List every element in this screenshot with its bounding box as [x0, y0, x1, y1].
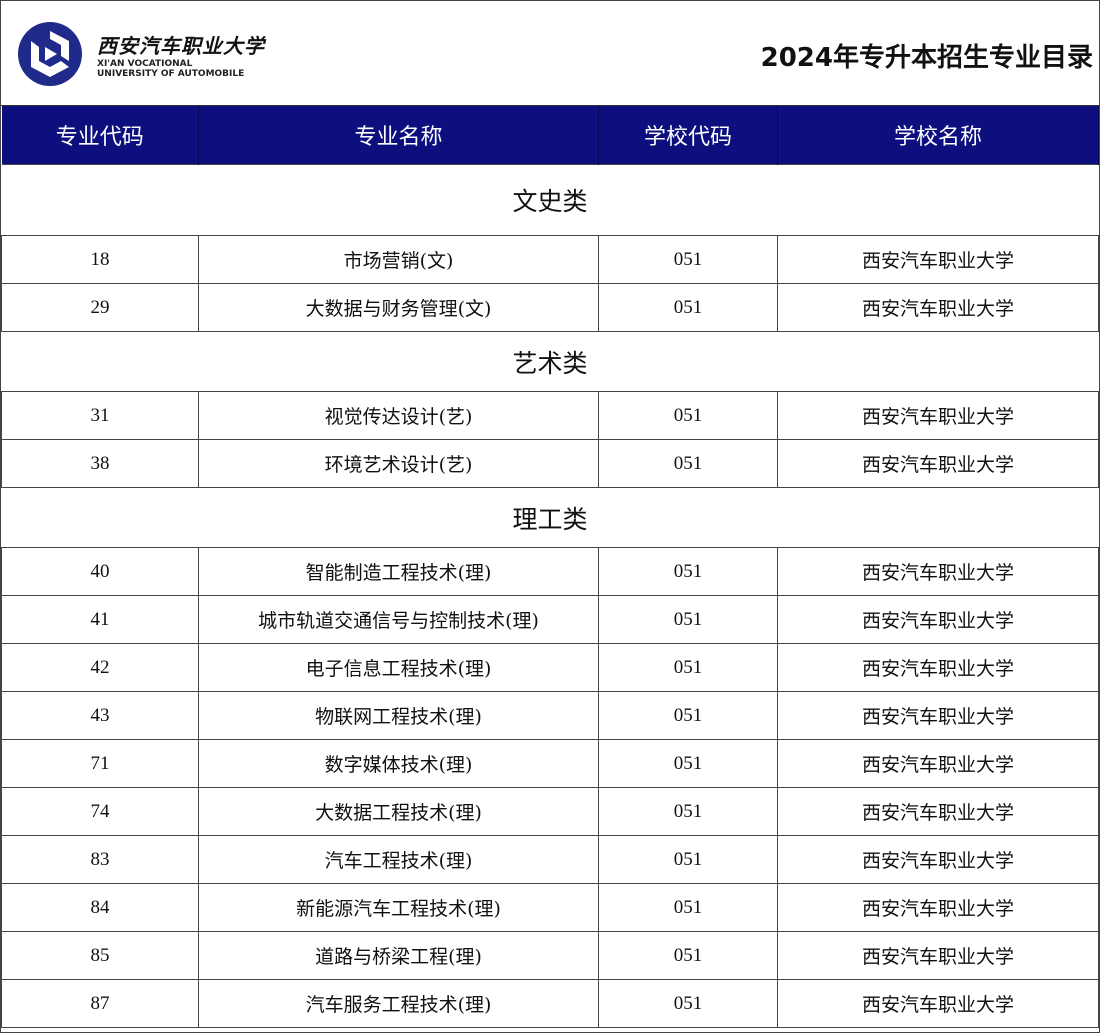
school-name-cell: 西安汽车职业大学 — [777, 691, 1099, 740]
table-header-row: 专业代码 专业名称 学校代码 学校名称 — [1, 106, 1099, 165]
major-name-cell: 大数据工程技术(理) — [198, 787, 599, 836]
school-name-cell: 西安汽车职业大学 — [777, 835, 1099, 884]
category-row: 艺术类 — [1, 331, 1099, 392]
category-row: 文史类 — [1, 164, 1099, 236]
major-name-cell: 大数据与财务管理(文) — [198, 283, 599, 332]
university-logo: 西安汽车职业大学 XI'AN VOCATIONAL UNIVERSITY OF … — [17, 21, 265, 87]
table-row: 87 汽车服务工程技术(理) 051 西安汽车职业大学 — [1, 979, 1099, 1028]
logo-chinese-name: 西安汽车职业大学 — [97, 33, 265, 58]
major-name-cell: 道路与桥梁工程(理) — [198, 931, 599, 980]
category-label: 理工类 — [1, 487, 1099, 548]
category-label: 文史类 — [1, 164, 1099, 236]
category-row: 理工类 — [1, 487, 1099, 548]
table-row: 43 物联网工程技术(理) 051 西安汽车职业大学 — [1, 691, 1099, 740]
school-name-cell: 西安汽车职业大学 — [777, 979, 1099, 1028]
category-label: 艺术类 — [1, 331, 1099, 392]
major-code-cell: 74 — [1, 787, 199, 836]
major-name-cell: 智能制造工程技术(理) — [198, 547, 599, 596]
major-code-cell: 71 — [1, 739, 199, 788]
major-code-cell: 18 — [1, 235, 199, 284]
school-name-cell: 西安汽车职业大学 — [777, 391, 1099, 440]
school-code-cell: 051 — [598, 643, 778, 692]
major-code-cell: 84 — [1, 883, 199, 932]
school-code-cell: 051 — [598, 235, 778, 284]
major-code-cell: 40 — [1, 547, 199, 596]
major-code-cell: 41 — [1, 595, 199, 644]
logo-emblem-icon — [18, 22, 82, 86]
table-row: 85 道路与桥梁工程(理) 051 西安汽车职业大学 — [1, 931, 1099, 980]
table-row: 84 新能源汽车工程技术(理) 051 西安汽车职业大学 — [1, 883, 1099, 932]
column-header: 学校名称 — [777, 106, 1099, 165]
school-name-cell: 西安汽车职业大学 — [777, 931, 1099, 980]
major-code-cell: 43 — [1, 691, 199, 740]
table-row: 83 汽车工程技术(理) 051 西安汽车职业大学 — [1, 835, 1099, 884]
major-code-cell: 42 — [1, 643, 199, 692]
major-name-cell: 电子信息工程技术(理) — [198, 643, 599, 692]
school-name-cell: 西安汽车职业大学 — [777, 883, 1099, 932]
school-code-cell: 051 — [598, 931, 778, 980]
logo-english-line-1: XI'AN VOCATIONAL — [97, 58, 193, 69]
school-code-cell: 051 — [598, 691, 778, 740]
major-name-cell: 新能源汽车工程技术(理) — [198, 883, 599, 932]
school-name-cell: 西安汽车职业大学 — [777, 283, 1099, 332]
table-row: 41 城市轨道交通信号与控制技术(理) 051 西安汽车职业大学 — [1, 595, 1099, 644]
school-code-cell: 051 — [598, 595, 778, 644]
major-code-cell: 85 — [1, 931, 199, 980]
school-name-cell: 西安汽车职业大学 — [777, 739, 1099, 788]
major-code-cell: 38 — [1, 439, 199, 488]
school-code-cell: 051 — [598, 787, 778, 836]
school-code-cell: 051 — [598, 283, 778, 332]
major-code-cell: 31 — [1, 391, 199, 440]
table-row: 42 电子信息工程技术(理) 051 西安汽车职业大学 — [1, 643, 1099, 692]
school-name-cell: 西安汽车职业大学 — [777, 235, 1099, 284]
column-header: 专业代码 — [1, 106, 199, 165]
column-header: 专业名称 — [198, 106, 599, 165]
table-row: 18 市场营销(文) 051 西安汽车职业大学 — [1, 235, 1099, 284]
major-code-cell: 87 — [1, 979, 199, 1028]
column-header: 学校代码 — [598, 106, 778, 165]
major-code-cell: 83 — [1, 835, 199, 884]
major-name-cell: 汽车工程技术(理) — [198, 835, 599, 884]
table-row: 40 智能制造工程技术(理) 051 西安汽车职业大学 — [1, 547, 1099, 596]
major-name-cell: 市场营销(文) — [198, 235, 599, 284]
school-code-cell: 051 — [598, 835, 778, 884]
document-title: 2024年专升本招生专业目录 — [760, 43, 1093, 73]
major-catalog-table: 专业代码 专业名称 学校代码 学校名称 文史类 18 市场营销(文) 051 西安汽车职… — [1, 106, 1099, 1028]
school-name-cell: 西安汽车职业大学 — [777, 547, 1099, 596]
major-name-cell: 汽车服务工程技术(理) — [198, 979, 599, 1028]
major-name-cell: 城市轨道交通信号与控制技术(理) — [198, 595, 599, 644]
school-code-cell: 051 — [598, 883, 778, 932]
table-row: 71 数字媒体技术(理) 051 西安汽车职业大学 — [1, 739, 1099, 788]
table-row: 29 大数据与财务管理(文) 051 西安汽车职业大学 — [1, 283, 1099, 332]
school-code-cell: 051 — [598, 979, 778, 1028]
major-name-cell: 物联网工程技术(理) — [198, 691, 599, 740]
school-name-cell: 西安汽车职业大学 — [777, 439, 1099, 488]
school-code-cell: 051 — [598, 547, 778, 596]
school-code-cell: 051 — [598, 739, 778, 788]
major-name-cell: 环境艺术设计(艺) — [198, 439, 599, 488]
major-name-cell: 数字媒体技术(理) — [198, 739, 599, 788]
document-header: 西安汽车职业大学 XI'AN VOCATIONAL UNIVERSITY OF … — [1, 1, 1099, 106]
major-code-cell: 29 — [1, 283, 199, 332]
school-name-cell: 西安汽车职业大学 — [777, 643, 1099, 692]
school-code-cell: 051 — [598, 391, 778, 440]
table-row: 38 环境艺术设计(艺) 051 西安汽车职业大学 — [1, 439, 1099, 488]
logo-english-line-2: UNIVERSITY OF AUTOMOBILE — [97, 68, 245, 79]
table-row: 74 大数据工程技术(理) 051 西安汽车职业大学 — [1, 787, 1099, 836]
table-row: 31 视觉传达设计(艺) 051 西安汽车职业大学 — [1, 391, 1099, 440]
school-name-cell: 西安汽车职业大学 — [777, 787, 1099, 836]
major-name-cell: 视觉传达设计(艺) — [198, 391, 599, 440]
school-code-cell: 051 — [598, 439, 778, 488]
school-name-cell: 西安汽车职业大学 — [777, 595, 1099, 644]
